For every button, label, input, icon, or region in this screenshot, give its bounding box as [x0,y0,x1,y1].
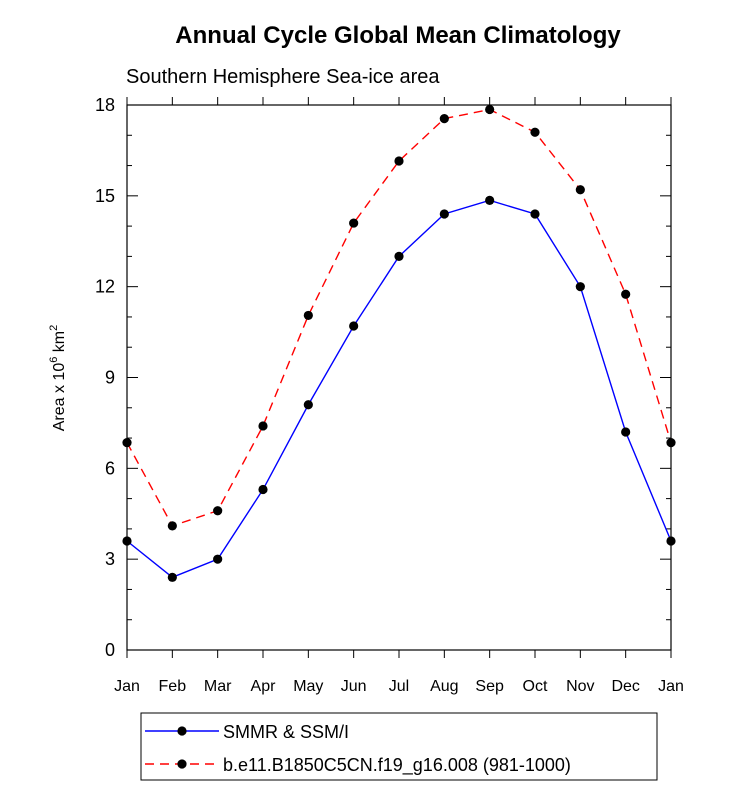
x-tick-label: Oct [523,678,548,695]
series-1-point [349,321,359,331]
y-axis-label-unit-exponent: 2 [48,325,60,331]
series-1-point [122,536,132,546]
legend: SMMR & SSM/I b.e11.B1850C5CN.f19_g16.008 … [140,712,658,781]
y-tick-label: 12 [95,277,115,297]
series-2-point [122,437,132,448]
series-2-point [485,104,495,115]
y-tick-label: 18 [95,95,115,115]
x-tick-label: Jan [114,678,140,695]
series-1-point [666,536,676,546]
x-tick-label: Dec [611,678,639,695]
series-2-point [349,218,359,228]
series-1-point [530,209,540,219]
series-2-point [621,289,631,299]
plot-area: 0 3 6 9 12 15 18 Jan Feb Mar Apr May Jun Jul Aug Sep Oct… [95,95,684,695]
legend-marker-2 [177,759,187,769]
y-tick-label: 15 [95,186,115,206]
legend-box [140,712,658,781]
series-2-point [575,185,585,195]
series-1-point [575,282,585,292]
y-axis-label: Area x 106 km2 [48,325,68,432]
legend-marker-1 [177,726,187,736]
y-tick-label: 3 [105,549,115,569]
svg-text:Area x 106 km2: Area x 106 km2 [48,325,68,432]
y-tick-label: 9 [105,368,115,388]
legend-label-2: b.e11.B1850C5CN.f19_g16.008 (981-1000) [223,755,571,776]
legend-label-1: SMMR & SSM/I [223,722,349,742]
series-1-point [621,427,631,437]
x-tick-label: Sep [475,678,504,695]
series-2-point [439,114,449,124]
x-tick-label: Jan [658,678,684,695]
series-2-point [213,506,223,516]
x-tick-label: Mar [204,678,232,695]
x-tick-label: Nov [566,678,594,695]
series-2-point [258,421,268,431]
series-2-point [303,310,313,321]
series-1-point [303,400,313,410]
series-1-point [167,572,177,582]
series-1-point [485,195,495,205]
plot-frame [126,104,672,651]
series-1-point [439,209,449,219]
y-axis-label-unit: km [51,331,68,357]
x-tick-label: May [293,678,323,695]
x-tick-label: Jul [389,678,409,695]
series-1-point [258,484,268,495]
y-tick-label: 0 [105,640,115,660]
y-axis-label-exponent: 6 [48,357,60,363]
chart-subtitle: Southern Hemisphere Sea-ice area [126,66,440,88]
x-tick-label: Feb [159,678,187,695]
chart-title: Annual Cycle Global Mean Climatology [175,22,621,49]
x-tick-label: Jun [341,678,367,695]
series-2-point [167,521,177,531]
series-1-point [394,251,404,261]
series-1-point [213,554,223,564]
series-2-point [530,127,540,137]
series-2-point [666,437,676,448]
y-axis-label-text: Area x 10 [51,363,68,432]
x-tick-label: Aug [430,678,458,695]
x-tick-label: Apr [251,678,277,695]
series-2-point [394,156,404,166]
y-tick-label: 6 [105,458,115,478]
